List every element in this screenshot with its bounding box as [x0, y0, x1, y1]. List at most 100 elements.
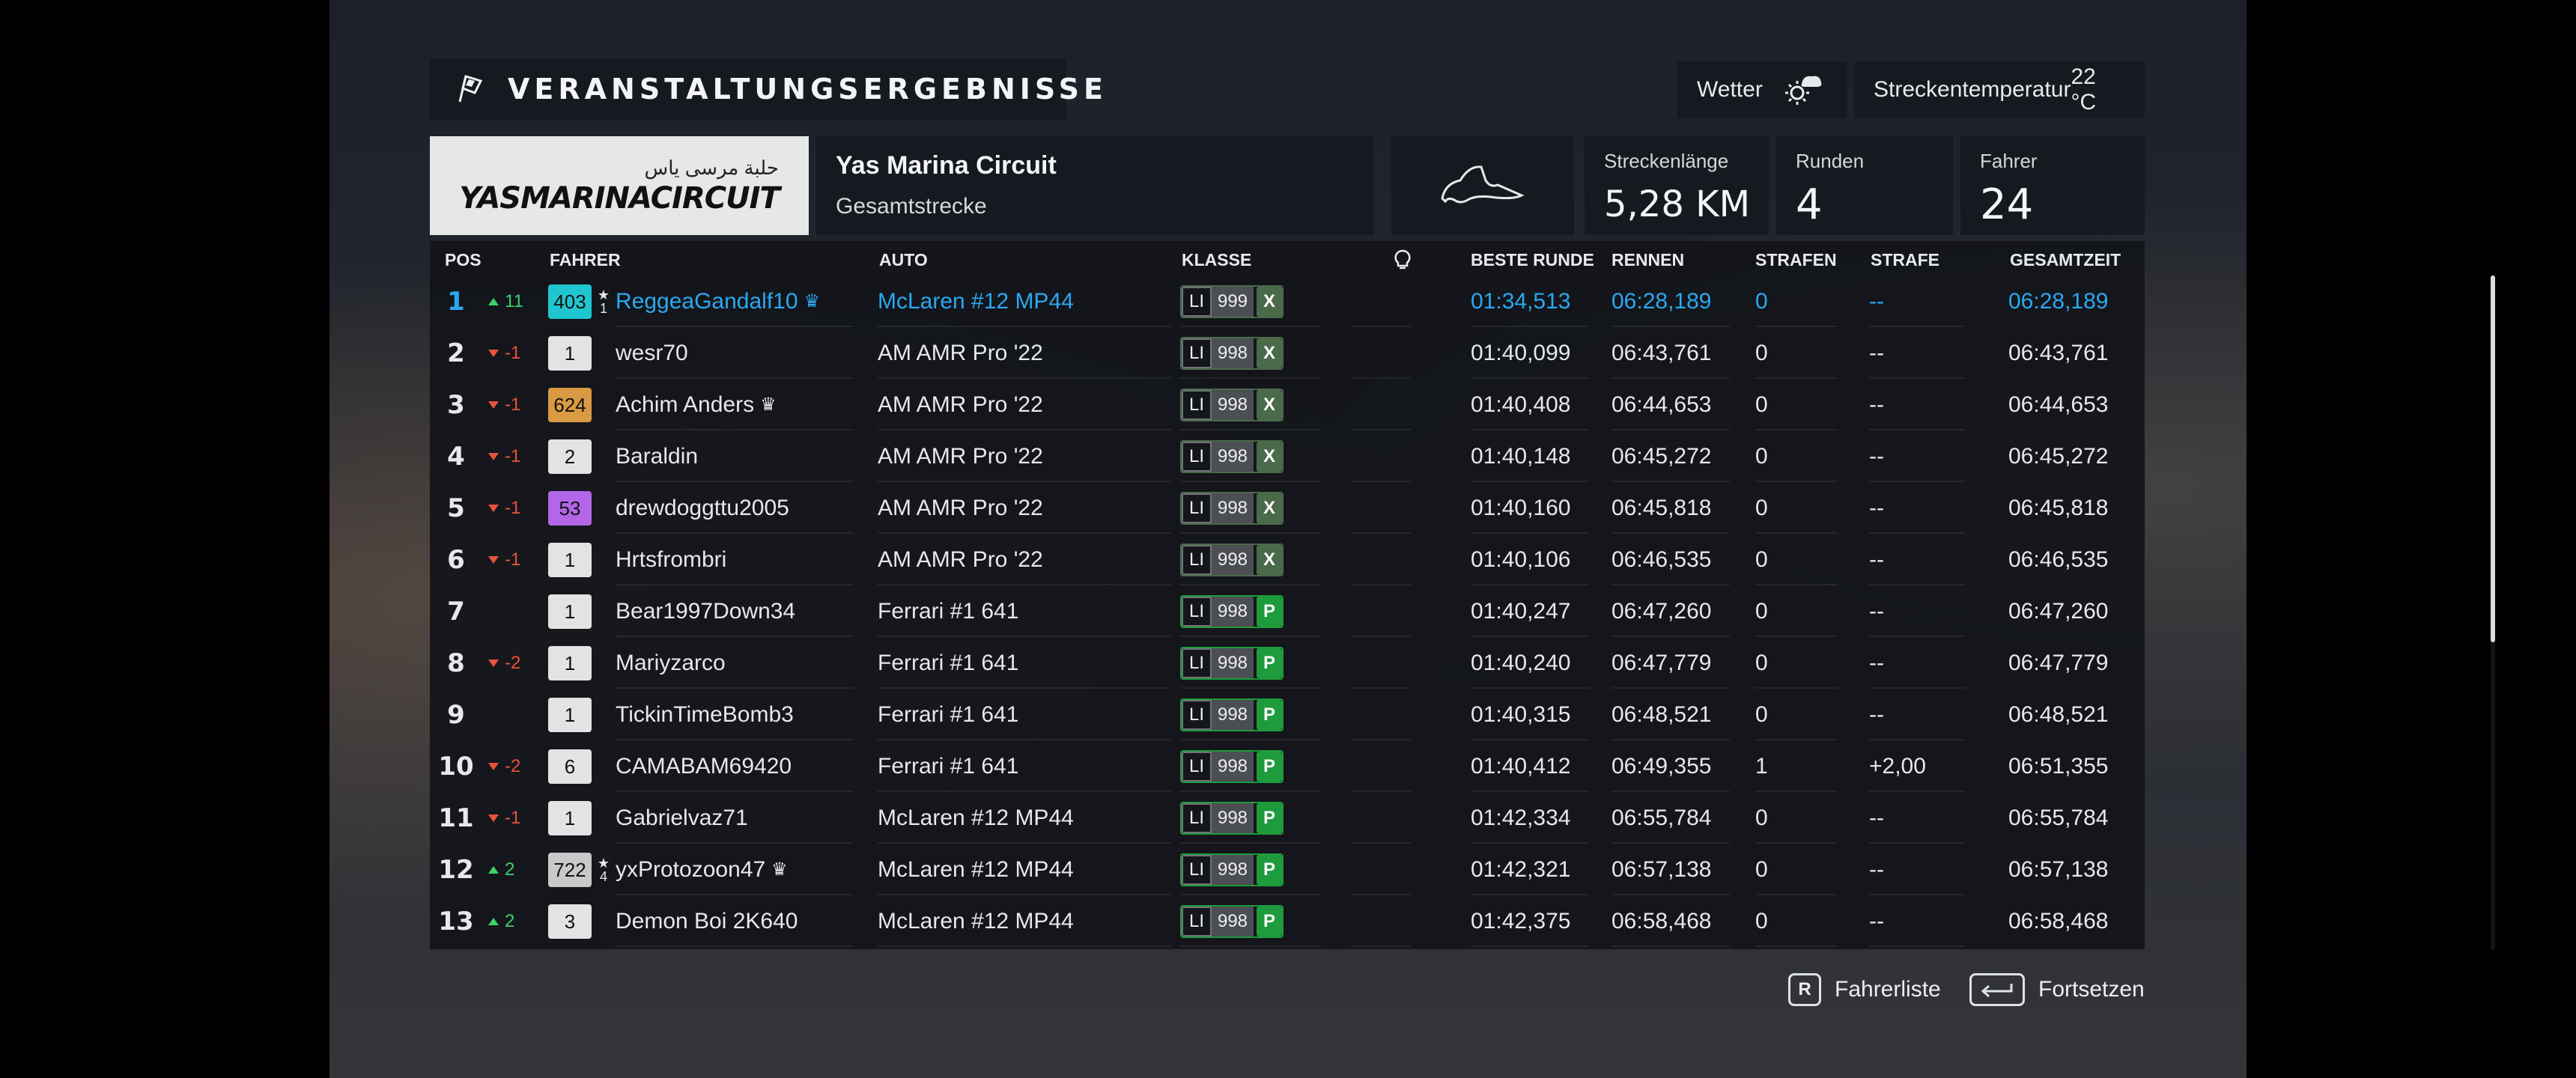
- col-class: KLASSE: [1182, 250, 1252, 270]
- best-lap-time: 01:40,240: [1471, 650, 1571, 675]
- row-divider: [1611, 894, 1730, 895]
- driver-name-cell: ReggeaGandalf10 ♛: [616, 275, 866, 327]
- table-row[interactable]: 11 -1 1 Gabrielvaz71 McLaren #12 MP44 LI 998 P 0…: [430, 792, 2145, 844]
- track-temperature-chip: Streckentemperatur 22 °C: [1854, 61, 2145, 118]
- driver-rank-badge: 1: [548, 646, 592, 680]
- row-divider: [878, 739, 1171, 740]
- penalty-time: --: [1869, 546, 1884, 572]
- driver-rank-badge: 624: [548, 388, 592, 422]
- race-time: 06:55,784: [1611, 805, 1712, 830]
- table-row[interactable]: 7 1 Bear1997Down34 Ferrari #1 641 LI 998 P 01:4…: [430, 585, 2145, 637]
- total-time: 06:47,779: [2008, 650, 2109, 675]
- table-row[interactable]: 1 11 403 ★ 1 ReggeaGandalf10 ♛ McLaren #12 MP44…: [430, 275, 2145, 327]
- row-divider: [1869, 481, 1965, 482]
- r-key-icon: R: [1788, 973, 1821, 1006]
- circuit-logo: حلبة مرسى ياس YASMARINACIRCUIT: [430, 136, 809, 235]
- weather-label: Wetter: [1697, 77, 1763, 102]
- table-row[interactable]: 12 2 722 ★ 4 yxProtozoon47 ♛ McLaren #12 MP44 LI…: [430, 844, 2145, 895]
- star-rating: ★ 1: [596, 275, 611, 327]
- row-divider: [1471, 532, 1589, 534]
- driver-name-cell: yxProtozoon47 ♛: [616, 844, 866, 895]
- row-divider: [1351, 791, 1411, 792]
- row-divider: [1351, 894, 1411, 895]
- results-screen: VERANSTALTUNGSERGEBNISSE Wetter Strecken…: [329, 0, 2495, 1078]
- car-name: Ferrari #1 641: [878, 598, 1019, 624]
- driver-name: Gabrielvaz71: [616, 805, 748, 830]
- scrollbar-thumb[interactable]: [2491, 275, 2495, 642]
- driver-list-button[interactable]: R Fahrerliste: [1788, 973, 1941, 1006]
- total-time: 06:55,784: [2008, 805, 2109, 830]
- table-row[interactable]: 10 -2 6 CAMABAM69420 Ferrari #1 641 LI 998 P 01:…: [430, 740, 2145, 792]
- race-time: 06:47,260: [1611, 598, 1712, 624]
- row-divider: [1869, 532, 1965, 534]
- class-number: 998: [1212, 596, 1254, 627]
- table-row[interactable]: 8 -2 1 Mariyzarco Ferrari #1 641 LI 998 P 01:40,…: [430, 637, 2145, 689]
- circuit-logo-text: YASMARINACIRCUIT: [459, 180, 780, 216]
- row-divider: [1180, 532, 1321, 534]
- crown-icon: ♛: [804, 291, 821, 311]
- row-divider: [1180, 687, 1321, 689]
- row-divider: [1755, 945, 1838, 947]
- row-divider: [1471, 842, 1589, 844]
- partly-cloudy-icon: [1779, 69, 1824, 111]
- row-divider: [616, 894, 854, 895]
- row-divider: [1611, 687, 1730, 689]
- total-time: 06:45,272: [2008, 443, 2109, 469]
- race-time: 06:47,779: [1611, 650, 1712, 675]
- position-change: 2: [505, 910, 515, 931]
- class-cell: LI 998 P: [1180, 895, 1330, 947]
- table-row[interactable]: 5 -1 53 drewdoggttu2005 AM AMR Pro '22 LI 998 X…: [430, 482, 2145, 534]
- table-row[interactable]: 4 -1 2 Baraldin AM AMR Pro '22 LI 998 X 01:40,14…: [430, 430, 2145, 482]
- table-row[interactable]: 13 2 3 Demon Boi 2K640 McLaren #12 MP44 LI 998…: [430, 895, 2145, 947]
- car-name: AM AMR Pro '22: [878, 340, 1043, 365]
- position: 13: [438, 906, 474, 937]
- class-type: X: [1257, 544, 1282, 575]
- row-divider: [878, 636, 1171, 637]
- penalty-time: --: [1869, 908, 1884, 934]
- class-license: LI: [1182, 389, 1212, 420]
- race-time: 06:58,468: [1611, 908, 1712, 934]
- driver-rank-badge: 1: [548, 698, 592, 732]
- race-time: 06:28,189: [1611, 288, 1712, 314]
- row-divider: [1869, 584, 1965, 585]
- row-divider: [1611, 429, 1730, 430]
- row-divider: [1351, 481, 1411, 482]
- row-divider: [1755, 377, 1838, 379]
- position-change-cell: -1: [488, 379, 533, 430]
- driver-name-cell: Achim Anders ♛: [616, 379, 866, 430]
- continue-button[interactable]: Fortsetzen: [1969, 973, 2145, 1006]
- best-lap-time: 01:40,412: [1471, 753, 1571, 779]
- table-row[interactable]: 2 -1 1 wesr70 AM AMR Pro '22 LI 998 X 01:40,099 0…: [430, 327, 2145, 379]
- driver-name-cell: CAMABAM69420: [616, 740, 866, 792]
- row-divider: [878, 429, 1171, 430]
- penalties-count: 0: [1755, 495, 1768, 520]
- row-divider: [616, 584, 854, 585]
- class-type: P: [1257, 803, 1282, 833]
- table-row[interactable]: 6 -1 1 Hrtsfrombri AM AMR Pro '22 LI 998 X 01:40…: [430, 534, 2145, 585]
- class-number: 998: [1212, 441, 1254, 472]
- row-divider: [1180, 945, 1321, 947]
- col-total: GESAMTZEIT: [2010, 250, 2121, 270]
- class-number: 998: [1212, 906, 1254, 937]
- driver-list-label: Fahrerliste: [1835, 977, 1941, 1002]
- track-name: Yas Marina Circuit: [836, 151, 1057, 180]
- col-pos: POS: [445, 250, 482, 270]
- row-divider: [1611, 945, 1730, 947]
- total-time: 06:47,260: [2008, 598, 2109, 624]
- table-row[interactable]: 9 1 TickinTimeBomb3 Ferrari #1 641 LI 998 P 01:…: [430, 689, 2145, 740]
- track-length-stat: Streckenlänge 5,28 KM: [1585, 136, 1769, 235]
- position-up-icon: [488, 297, 499, 305]
- driver-name: yxProtozoon47: [616, 856, 766, 882]
- position: 1: [447, 286, 465, 317]
- class-type: X: [1257, 286, 1282, 317]
- row-divider: [1755, 636, 1838, 637]
- driver-name-cell: wesr70: [616, 327, 866, 379]
- table-row[interactable]: 3 -1 624 Achim Anders ♛ AM AMR Pro '22 LI 998 X 0…: [430, 379, 2145, 430]
- race-time: 06:44,653: [1611, 392, 1712, 417]
- position-up-icon: [488, 865, 499, 874]
- class-type: X: [1257, 338, 1282, 368]
- col-penalty: STRAFE: [1871, 250, 1939, 270]
- position-change-cell: -2: [488, 740, 533, 792]
- row-divider: [1755, 791, 1838, 792]
- class-type: P: [1257, 648, 1282, 678]
